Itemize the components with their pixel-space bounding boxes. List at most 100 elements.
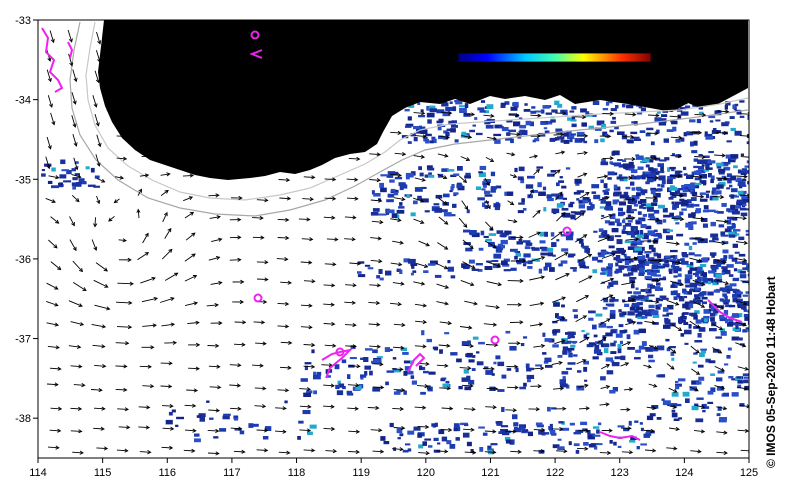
current-arrow: [624, 157, 636, 162]
drifter-track: [321, 348, 354, 379]
current-arrow: [301, 237, 314, 242]
current-arrow: [254, 404, 267, 409]
current-arrow: [232, 299, 245, 305]
current-arrow: [252, 215, 264, 221]
current-arrow: [108, 215, 115, 222]
current-arrow: [91, 323, 107, 329]
lat-tick-label: -35: [15, 174, 31, 186]
current-arrow: [645, 156, 658, 161]
current-arrow: [49, 428, 62, 433]
current-arrow: [689, 320, 701, 329]
current-arrow: [303, 175, 316, 180]
current-arrow: [138, 405, 151, 410]
current-arrow: [274, 429, 287, 434]
current-arrow: [462, 239, 474, 249]
current-arrow: [576, 359, 587, 365]
current-arrow: [92, 344, 106, 349]
current-arrow: [184, 403, 197, 408]
current-arrow: [648, 344, 659, 350]
current-arrow: [95, 50, 102, 63]
current-arrow: [413, 154, 426, 159]
current-arrow: [299, 387, 312, 392]
current-arrow: [279, 365, 292, 370]
current-arrow: [597, 235, 611, 243]
contour-200m-label: 200m: [106, 88, 134, 100]
current-arrow: [392, 240, 404, 245]
current-arrow: [344, 323, 357, 328]
current-arrow: [667, 346, 677, 354]
current-arrow: [277, 235, 290, 241]
current-arrow: [367, 405, 380, 411]
current-arrow: [118, 238, 127, 243]
current-arrow: [530, 134, 541, 139]
current-arrow: [349, 261, 362, 266]
current-arrow: [73, 383, 86, 388]
current-arrow: [70, 364, 83, 369]
current-arrow: [164, 227, 172, 239]
current-arrow: [737, 366, 749, 371]
current-arrow: [141, 296, 159, 303]
drifter-track: [67, 41, 74, 59]
current-arrow: [371, 362, 384, 367]
current-arrow: [533, 343, 546, 349]
current-arrow: [460, 279, 475, 287]
current-arrow: [643, 428, 655, 433]
current-arrow: [184, 253, 196, 262]
current-arrow: [694, 155, 706, 160]
current-arrow: [325, 449, 338, 454]
current-arrow: [436, 262, 449, 270]
current-arrow: [117, 407, 130, 412]
current-arrow: [647, 217, 661, 223]
current-arrow: [644, 448, 657, 453]
drifter-legend-icon: [249, 49, 263, 59]
colorbar-tick-label: 0.4: [528, 69, 543, 81]
current-arrow: [647, 175, 660, 181]
current-arrow: [484, 177, 490, 187]
current-arrow: [438, 135, 451, 140]
current-arrow: [601, 252, 616, 259]
current-arrow: [392, 406, 405, 412]
current-arrow: [533, 168, 540, 176]
current-arrow: [598, 195, 610, 201]
current-arrow: [93, 406, 106, 411]
current-arrow: [71, 92, 77, 105]
argo-legend-icon: [250, 30, 260, 40]
current-arrow: [484, 450, 497, 455]
current-arrow: [278, 450, 291, 455]
current-arrow: [344, 300, 357, 305]
current-arrow: [70, 321, 85, 327]
current-arrow: [69, 239, 77, 252]
lat-tick-label: -36: [15, 254, 31, 266]
argo-floats: [253, 226, 572, 357]
current-arrow: [324, 343, 337, 348]
current-arrow: [348, 156, 361, 162]
current-arrow: [115, 341, 130, 346]
current-arrow: [68, 344, 82, 349]
drifter-track: [41, 27, 64, 93]
current-arrow: [735, 257, 748, 263]
current-arrow: [253, 320, 266, 325]
current-arrow: [277, 324, 290, 329]
current-arrow: [209, 215, 221, 220]
current-arrow: [303, 448, 316, 453]
current-arrow: [510, 449, 522, 454]
current-arrow: [232, 279, 245, 284]
current-arrow: [254, 386, 267, 391]
current-arrow: [392, 281, 405, 286]
current-arrow: [671, 216, 685, 222]
current-arrow: [577, 172, 588, 178]
current-arrow: [298, 217, 311, 222]
current-arrow: [323, 383, 335, 388]
current-arrow: [575, 315, 588, 322]
current-arrow: [735, 240, 749, 245]
scale-label: 0.5m/s (1kt 24h): [155, 120, 234, 132]
drifter-track: [407, 352, 426, 373]
current-arrow: [507, 200, 515, 206]
colorbar: [457, 52, 652, 63]
current-arrow: [528, 407, 541, 412]
current-arrow: [670, 135, 683, 140]
map-date: 02-Sep-2020: [153, 28, 229, 43]
current-arrow: [574, 234, 588, 243]
current-arrow: [137, 252, 150, 261]
colorbar-title: std dev of 4hr SST comp: [478, 34, 619, 48]
